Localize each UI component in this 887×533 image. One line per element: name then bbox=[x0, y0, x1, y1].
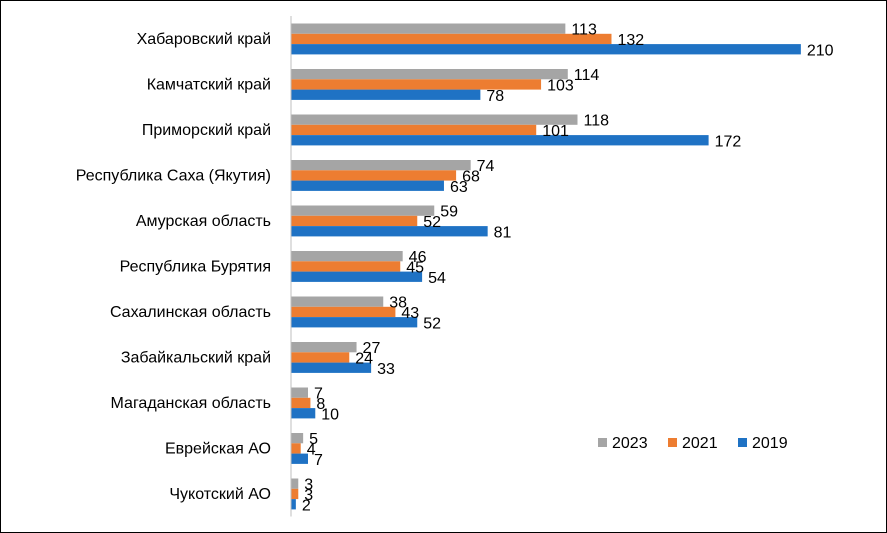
data-label-2023: 46 bbox=[409, 249, 427, 266]
category-tick-label: Хабаровский край bbox=[137, 31, 271, 48]
bar-2019 bbox=[291, 317, 418, 328]
data-label-2021: 103 bbox=[547, 77, 574, 94]
data-label-2021: 8 bbox=[316, 396, 325, 413]
category-tick-label: Чукотский АО bbox=[169, 486, 271, 503]
data-label-2023: 38 bbox=[389, 295, 407, 312]
bar-2019 bbox=[291, 408, 316, 419]
bar-2023 bbox=[291, 205, 435, 216]
bars bbox=[291, 23, 801, 510]
legend-label-2019: 2019 bbox=[752, 435, 788, 452]
bar-2019 bbox=[291, 89, 481, 100]
category-tick-label: Республика Саха (Якутия) bbox=[76, 167, 271, 184]
bar-2021 bbox=[291, 79, 542, 90]
bar-2019 bbox=[291, 271, 423, 282]
bar-2019 bbox=[291, 499, 296, 510]
data-label-2021: 132 bbox=[617, 32, 644, 49]
category-tick-label: Приморский край bbox=[142, 122, 271, 139]
data-label-2023: 118 bbox=[583, 113, 609, 130]
bar-2021 bbox=[291, 443, 301, 454]
bar-2021 bbox=[291, 170, 457, 181]
bar-2021 bbox=[291, 261, 401, 272]
data-label-2021: 24 bbox=[355, 350, 373, 367]
category-labels: Хабаровский край Камчатский край Приморски… bbox=[76, 31, 271, 503]
bar-2021 bbox=[291, 352, 350, 363]
data-label-2023: 59 bbox=[440, 204, 458, 221]
data-label-2019: 78 bbox=[486, 88, 504, 105]
data-label-2021: 4 bbox=[307, 441, 316, 458]
bar-2019 bbox=[291, 44, 801, 55]
data-label-2021: 3 bbox=[304, 487, 313, 504]
bar-2023 bbox=[291, 23, 566, 34]
bar-2023 bbox=[291, 114, 578, 125]
bar-2023 bbox=[291, 160, 471, 171]
bar-2019 bbox=[291, 180, 444, 191]
bar-2021 bbox=[291, 306, 396, 318]
data-label-2019: 81 bbox=[494, 224, 512, 241]
category-tick-label: Еврейская АО bbox=[165, 440, 271, 457]
data-labels: 1131322101141037811810117274686359528146… bbox=[302, 22, 834, 515]
bar-2023 bbox=[291, 433, 304, 444]
bar-2019 bbox=[291, 226, 488, 237]
data-label-2021: 68 bbox=[462, 168, 480, 185]
data-label-2019: 7 bbox=[314, 452, 323, 469]
category-tick-label: Амурская область bbox=[136, 213, 271, 230]
data-label-2023: 27 bbox=[363, 340, 381, 357]
data-label-2021: 52 bbox=[423, 214, 441, 231]
bar-2023 bbox=[291, 69, 568, 80]
bar-2023 bbox=[291, 296, 384, 307]
data-label-2019: 10 bbox=[321, 406, 339, 423]
data-label-2023: 114 bbox=[574, 67, 600, 84]
data-label-2019: 63 bbox=[450, 179, 468, 196]
bar-2023 bbox=[291, 387, 308, 398]
bar-2021 bbox=[291, 215, 418, 227]
data-label-2019: 33 bbox=[377, 361, 395, 378]
bar-2019 bbox=[291, 453, 308, 464]
category-tick-label: Забайкальский край bbox=[121, 349, 271, 366]
bar-2023 bbox=[291, 251, 403, 262]
bar-2023 bbox=[291, 342, 357, 353]
legend-label-2021: 2021 bbox=[682, 435, 718, 452]
bar-2021 bbox=[291, 488, 299, 500]
legend-swatch-2019 bbox=[738, 438, 747, 447]
data-label-2019: 210 bbox=[807, 42, 834, 59]
data-label-2023: 113 bbox=[571, 22, 597, 39]
bar-2021 bbox=[291, 124, 537, 136]
bar-2019 bbox=[291, 135, 709, 146]
data-label-2019: 2 bbox=[302, 497, 311, 514]
category-tick-label: Камчатский край bbox=[147, 76, 271, 93]
category-tick-label: Республика Бурятия bbox=[120, 258, 271, 275]
bar-2019 bbox=[291, 362, 372, 373]
data-label-2021: 43 bbox=[401, 305, 419, 322]
legend-label-2023: 2023 bbox=[612, 435, 648, 452]
category-tick-label: Магаданская область bbox=[111, 395, 271, 412]
data-label-2019: 172 bbox=[715, 133, 742, 150]
legend-swatch-2021 bbox=[668, 438, 677, 447]
bar-2021 bbox=[291, 33, 612, 45]
legend-swatch-2023 bbox=[598, 438, 607, 447]
category-tick-label: Сахалинская область bbox=[110, 304, 271, 321]
data-label-2023: 3 bbox=[304, 477, 313, 494]
data-label-2023: 7 bbox=[314, 386, 323, 403]
legend: 2023 2021 2019 bbox=[598, 435, 788, 452]
data-label-2023: 74 bbox=[477, 158, 495, 175]
data-label-2021: 45 bbox=[406, 259, 424, 276]
data-label-2023: 5 bbox=[309, 431, 318, 448]
bar-2023 bbox=[291, 478, 299, 489]
data-label-2021: 101 bbox=[542, 123, 569, 140]
data-label-2019: 54 bbox=[428, 270, 446, 287]
data-label-2019: 52 bbox=[423, 315, 441, 332]
bar-2021 bbox=[291, 397, 311, 409]
